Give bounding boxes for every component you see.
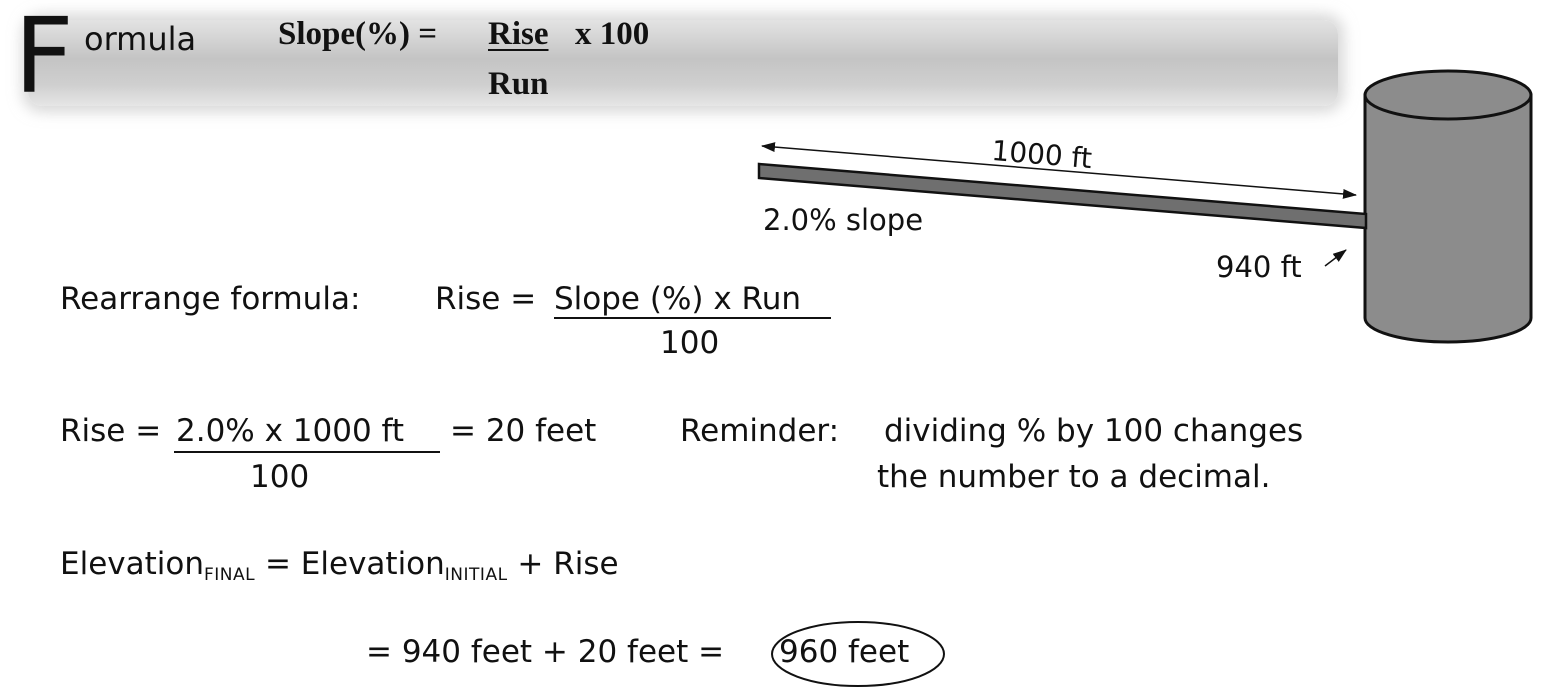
elevation-label: 940 ft bbox=[1216, 250, 1302, 284]
rearrange-fraction-bar bbox=[554, 317, 831, 319]
elevation-equation: ElevationFINAL = ElevationINITIAL + Rise bbox=[60, 546, 619, 585]
elevation-initial-subscript: INITIAL bbox=[444, 565, 508, 585]
reminder-line-1: dividing % by 100 changes bbox=[884, 413, 1304, 449]
header-formula-multiplier: x 100 bbox=[575, 16, 650, 52]
reminder-line-2: the number to a decimal. bbox=[877, 459, 1271, 495]
elevation-initial-word: Elevation bbox=[300, 546, 445, 582]
rise-calc-fraction-bar bbox=[174, 451, 440, 453]
length-dimension-arrow bbox=[761, 142, 1357, 199]
header-title-rest: ormula bbox=[84, 20, 197, 58]
header-banner bbox=[28, 20, 1338, 106]
header-formula-denominator: Run bbox=[488, 66, 549, 102]
rearrange-prefix: Rearrange formula: bbox=[60, 281, 361, 317]
header-initial-letter: F bbox=[14, 0, 74, 117]
rearrange-denominator: 100 bbox=[660, 325, 720, 361]
rearrange-lhs: Rise = bbox=[435, 281, 537, 317]
elevation-final-subscript: FINAL bbox=[204, 565, 256, 585]
rise-calc-numerator: 2.0% x 1000 ft bbox=[176, 413, 405, 449]
elevation-plus-rise: + Rise bbox=[507, 546, 619, 582]
header-formula-lhs: Slope(%) = bbox=[278, 16, 438, 52]
elevation-pointer-arrow bbox=[1324, 249, 1347, 267]
rearrange-numerator: Slope (%) x Run bbox=[554, 281, 802, 317]
tank bbox=[1363, 69, 1533, 344]
slope-label: 2.0% slope bbox=[763, 203, 924, 237]
elevation-substitution: = 940 feet + 20 feet = bbox=[366, 634, 725, 670]
header-formula-numerator: Rise bbox=[488, 16, 549, 52]
reminder-label: Reminder: bbox=[680, 413, 840, 449]
rise-calc-lhs: Rise = bbox=[60, 413, 162, 449]
answer-circle bbox=[771, 621, 945, 687]
elevation-final-word: Elevation bbox=[60, 546, 204, 582]
rise-calc-result: = 20 feet bbox=[450, 413, 597, 449]
elevation-answer: 960 feet bbox=[779, 634, 910, 670]
rise-calc-denominator: 100 bbox=[250, 459, 310, 495]
elevation-equals: = bbox=[255, 546, 301, 582]
